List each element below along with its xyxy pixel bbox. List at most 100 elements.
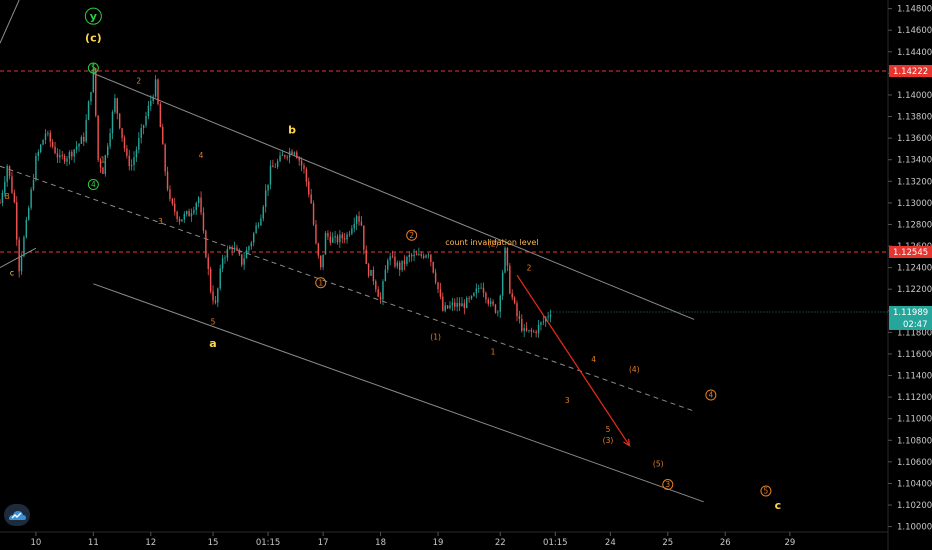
candle[interactable] <box>422 253 425 260</box>
candle[interactable] <box>32 173 35 191</box>
candle[interactable] <box>458 297 461 312</box>
candle[interactable] <box>401 260 403 273</box>
candle[interactable] <box>387 258 389 273</box>
candle[interactable] <box>339 230 341 248</box>
wave-label[interactable]: 5 <box>760 485 772 497</box>
wave-label[interactable]: (2) <box>488 240 499 249</box>
candle[interactable] <box>4 176 6 197</box>
wave-label[interactable]: (5) <box>653 460 664 469</box>
candle[interactable] <box>171 197 174 206</box>
candle[interactable] <box>245 246 248 259</box>
candle[interactable] <box>480 282 482 290</box>
candle[interactable] <box>128 149 130 171</box>
candle[interactable] <box>152 94 154 104</box>
candle[interactable] <box>430 253 432 267</box>
candle[interactable] <box>525 322 528 332</box>
candle[interactable] <box>114 94 116 114</box>
candle[interactable] <box>499 294 501 318</box>
candle[interactable] <box>343 233 346 244</box>
candle[interactable] <box>341 232 343 244</box>
candle[interactable] <box>439 282 442 300</box>
candle[interactable] <box>68 150 71 165</box>
candle[interactable] <box>437 281 439 294</box>
candle[interactable] <box>97 115 99 163</box>
candle[interactable] <box>513 296 516 305</box>
wave-label[interactable]: B <box>5 192 10 201</box>
candle[interactable] <box>75 140 78 154</box>
candle[interactable] <box>130 159 133 171</box>
candle[interactable] <box>315 220 317 245</box>
wave-label[interactable]: (4) <box>629 365 640 374</box>
wave-label[interactable]: 1 <box>315 277 327 289</box>
candle[interactable] <box>197 196 200 208</box>
candle[interactable] <box>396 260 399 269</box>
candle[interactable] <box>39 143 42 154</box>
candle[interactable] <box>59 149 61 164</box>
candle[interactable] <box>384 265 387 282</box>
tradingview-logo[interactable] <box>4 504 30 526</box>
candle[interactable] <box>164 143 166 176</box>
candle[interactable] <box>116 97 119 120</box>
candle[interactable] <box>351 225 353 236</box>
candle[interactable] <box>181 219 183 222</box>
candle[interactable] <box>322 254 324 271</box>
candle[interactable] <box>363 225 365 255</box>
candle[interactable] <box>540 321 542 331</box>
candle[interactable] <box>521 314 523 333</box>
candle[interactable] <box>162 123 164 145</box>
candle[interactable] <box>233 241 236 253</box>
candle[interactable] <box>54 141 56 155</box>
candle[interactable] <box>324 230 327 255</box>
candle[interactable] <box>56 148 59 163</box>
candle[interactable] <box>382 279 384 306</box>
candle[interactable] <box>185 210 188 217</box>
candle[interactable] <box>518 310 521 324</box>
candle[interactable] <box>262 204 265 222</box>
wave-label[interactable]: (3) <box>603 436 614 445</box>
candle[interactable] <box>42 139 44 146</box>
candle[interactable] <box>202 207 205 234</box>
candle[interactable] <box>394 252 396 269</box>
candle[interactable] <box>446 305 449 310</box>
candle[interactable] <box>329 231 332 246</box>
wave-label[interactable]: 4 <box>199 151 204 160</box>
candle[interactable] <box>451 297 454 312</box>
candle[interactable] <box>80 135 83 144</box>
candle[interactable] <box>99 157 102 173</box>
candle[interactable] <box>241 254 243 267</box>
candle[interactable] <box>317 242 320 259</box>
candle[interactable] <box>255 222 257 234</box>
candle[interactable] <box>166 166 169 192</box>
candle[interactable] <box>226 245 229 262</box>
candle[interactable] <box>456 297 458 312</box>
candle[interactable] <box>449 301 451 310</box>
candle[interactable] <box>209 266 212 294</box>
candle[interactable] <box>195 201 197 215</box>
candle[interactable] <box>372 266 375 286</box>
candle[interactable] <box>348 230 351 237</box>
candle[interactable] <box>463 299 466 315</box>
candle[interactable] <box>224 255 226 264</box>
candle[interactable] <box>73 148 75 163</box>
candle[interactable] <box>494 303 497 314</box>
channel-lower-line[interactable] <box>93 283 704 503</box>
wave-label[interactable]: 3 <box>662 479 674 491</box>
candle[interactable] <box>415 250 418 256</box>
candle[interactable] <box>375 279 377 293</box>
candle[interactable] <box>420 251 422 259</box>
candle[interactable] <box>118 113 121 130</box>
candle[interactable] <box>106 143 109 158</box>
candle[interactable] <box>135 146 138 162</box>
candle[interactable] <box>312 200 315 226</box>
candle[interactable] <box>281 150 284 157</box>
candle[interactable] <box>537 319 540 338</box>
candle[interactable] <box>51 138 54 149</box>
candle[interactable] <box>358 211 360 226</box>
candle[interactable] <box>214 296 217 305</box>
candle[interactable] <box>23 235 25 258</box>
candle[interactable] <box>336 234 339 245</box>
level-price-tag-0[interactable]: 1.14222 <box>889 65 932 78</box>
candle[interactable] <box>497 310 499 317</box>
candle[interactable] <box>221 254 224 273</box>
candle[interactable] <box>63 153 66 164</box>
